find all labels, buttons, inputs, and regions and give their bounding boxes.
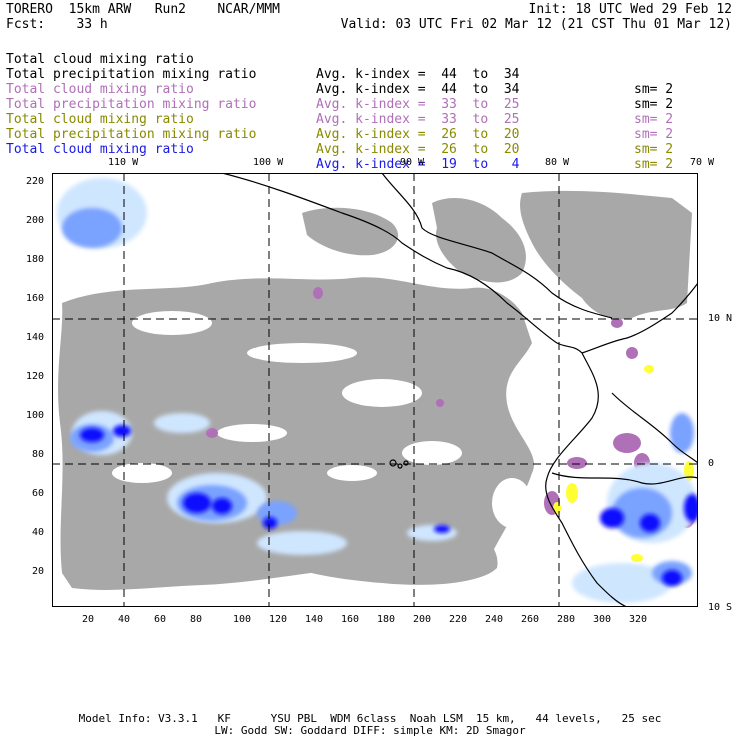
legend-field-name: Total precipitation mixing ratio — [6, 67, 257, 82]
legend-smoothing: sm= 2 — [634, 157, 674, 172]
y-tick-label: 200 — [26, 215, 45, 226]
lat-lon-grid — [52, 173, 698, 607]
legend-k-index: Avg. k-index = 19 to 4 — [316, 157, 520, 172]
init-time: Init: 18 UTC Wed 29 Feb 12 — [528, 2, 733, 17]
legend-row: Total cloud mixing ratio Avg. k-index = … — [6, 127, 520, 202]
legend-field-name: Total cloud mixing ratio — [6, 142, 194, 157]
border-ecuador-peru — [551, 472, 698, 485]
lon-label: 90 W — [400, 157, 425, 168]
x-tick-label: 40 — [118, 614, 131, 625]
legend-k-index: Avg. k-index = 44 to 34 — [316, 67, 520, 82]
model-title: TORERO 15km ARW Run2 NCAR/MMM — [6, 2, 280, 17]
x-tick-label: 240 — [485, 614, 504, 625]
x-tick-label: 300 — [593, 614, 612, 625]
y-tick-label: 140 — [26, 332, 45, 343]
legend-row: Total precipitation mixing ratio Avg. k-… — [6, 82, 673, 157]
coastline-mexico — [221, 173, 583, 354]
legend-k-index: Avg. k-index = 44 to 34 — [316, 82, 520, 97]
legend-row: Total cloud mixing ratio Avg. k-index = … — [6, 97, 673, 172]
x-tick-label: 280 — [557, 614, 576, 625]
lon-label: 110 W — [108, 157, 139, 168]
x-tick-label: 60 — [154, 614, 167, 625]
lon-label: 80 W — [545, 157, 570, 168]
legend-k-index: Avg. k-index = 33 to 25 — [316, 112, 520, 127]
y-tick-label: 40 — [32, 527, 45, 538]
legend-smoothing: sm= 2 — [634, 82, 674, 97]
y-tick-label: 120 — [26, 371, 45, 382]
lat-label: 10 S — [708, 602, 733, 613]
lon-label: 70 W — [690, 157, 715, 168]
valid-time: Valid: 03 UTC Fri 02 Mar 12 (21 CST Thu … — [340, 17, 732, 32]
x-tick-label: 220 — [449, 614, 468, 625]
lat-label: 10 N — [708, 313, 733, 324]
x-tick-label: 180 — [377, 614, 396, 625]
model-info: Model Info: V3.3.1 KF YSU PBL WDM 6class… — [78, 712, 662, 725]
cloud-region-south — [252, 497, 498, 585]
coastline-colombia — [581, 282, 698, 354]
x-tick-label: 200 — [413, 614, 432, 625]
coastlines — [221, 173, 698, 607]
x-tick-label: 100 — [233, 614, 252, 625]
cloud-region-caribbean — [520, 190, 692, 320]
x-tick-label: 140 — [305, 614, 324, 625]
legend-field-name: Total precipitation mixing ratio — [6, 97, 257, 112]
x-tick-label: 260 — [521, 614, 540, 625]
clear-sky-gaps — [112, 311, 532, 528]
cloud-field-dark-blue — [80, 425, 698, 586]
cloud-region-north — [432, 198, 526, 283]
y-tick-label: 220 — [26, 176, 45, 187]
lon-label: 100 W — [253, 157, 284, 168]
legend-field-name: Total cloud mixing ratio — [6, 52, 194, 67]
legend-k-index: Avg. k-index = 33 to 25 — [316, 97, 520, 112]
cloud-map — [52, 173, 698, 607]
x-tick-label: 20 — [82, 614, 95, 625]
coastline-caribbean — [381, 173, 613, 319]
legend-smoothing: sm= 2 — [634, 112, 674, 127]
y-tick-label: 160 — [26, 293, 45, 304]
y-tick-label: 60 — [32, 488, 45, 499]
legend-k-index: Avg. k-index = 26 to 20 — [316, 142, 520, 157]
legend-smoothing: sm= 2 — [634, 142, 674, 157]
map-frame — [52, 173, 698, 607]
x-tick-label: 320 — [629, 614, 648, 625]
border-colombia-brazil — [611, 392, 698, 464]
y-tick-label: 80 — [32, 449, 45, 460]
legend-smoothing: sm= 2 — [634, 97, 674, 112]
legend-row: Total precipitation mixing ratio Avg. k-… — [6, 112, 673, 187]
y-tick-label: 180 — [26, 254, 45, 265]
legend-row: Total cloud mixing ratio Avg. k-index = … — [6, 67, 673, 142]
legend-k-index: Avg. k-index = 26 to 20 — [316, 127, 520, 142]
legend-row: Total cloud mixing ratio Avg. k-index = … — [6, 37, 673, 112]
coastline-south-america — [545, 352, 628, 607]
legend-field-name: Total cloud mixing ratio — [6, 112, 194, 127]
legend-field-name: Total cloud mixing ratio — [6, 82, 194, 97]
forecast-hour: Fcst: 33 h — [6, 17, 108, 32]
cloud-region-gulf — [302, 207, 399, 256]
y-tick-label: 20 — [32, 566, 45, 577]
x-tick-label: 120 — [269, 614, 288, 625]
legend-field-name: Total precipitation mixing ratio — [6, 127, 257, 142]
x-tick-label: 160 — [341, 614, 360, 625]
y-tick-label: 100 — [26, 410, 45, 421]
x-tick-label: 80 — [190, 614, 203, 625]
legend-smoothing: sm= 2 — [634, 127, 674, 142]
map-panel — [52, 173, 698, 607]
legend-row: Total precipitation mixing ratio Avg. k-… — [6, 52, 673, 127]
lat-label: 0 — [708, 458, 715, 469]
physics-info: LW: Godd SW: Goddard DIFF: simple KM: 2D… — [214, 724, 526, 737]
